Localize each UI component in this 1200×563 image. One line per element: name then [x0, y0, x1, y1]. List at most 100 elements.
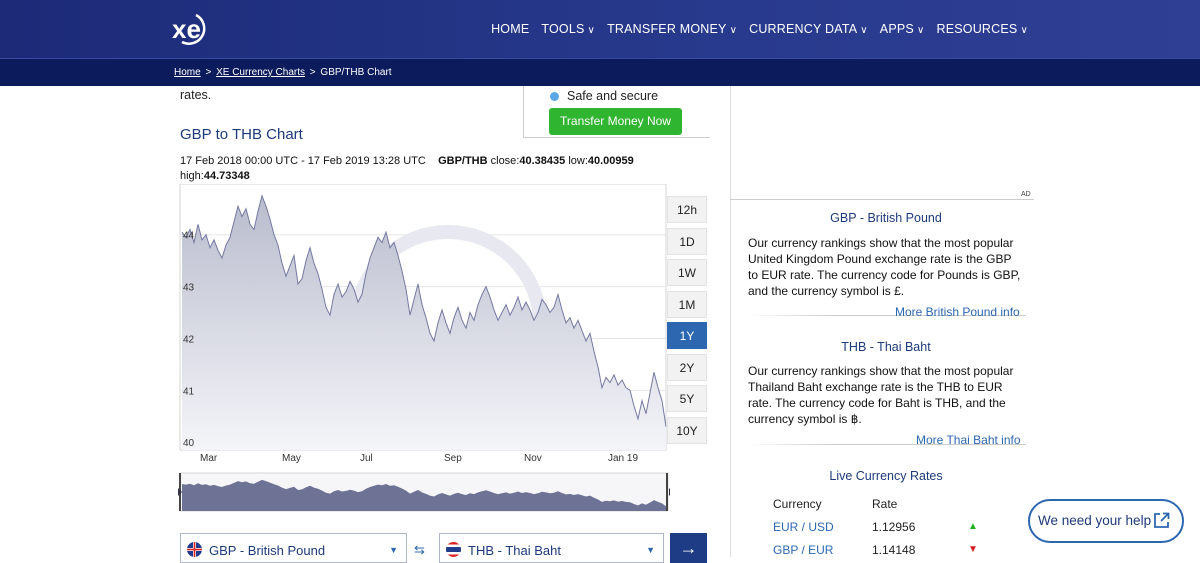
- to-currency-label: THB - Thai Baht: [468, 543, 561, 558]
- range-button-12h[interactable]: 12h: [667, 196, 707, 223]
- x-tick-label: May: [282, 453, 301, 464]
- nav-item-label: CURRENCY DATA: [749, 22, 858, 36]
- range-button-2y[interactable]: 2Y: [667, 353, 707, 381]
- ad-divider: [730, 199, 1034, 200]
- chart-pair: GBP/THB: [438, 155, 488, 167]
- live-rates-title: Live Currency Rates: [829, 469, 943, 483]
- x-tick-label: Jan 19: [608, 453, 638, 464]
- nav-item-currency-data[interactable]: CURRENCY DATA ∨: [749, 22, 868, 36]
- x-tick-label: Sep: [444, 453, 462, 464]
- close-value: 40.38435: [519, 155, 566, 167]
- range-button-1y[interactable]: 1Y: [667, 322, 707, 349]
- more-gbp-info-link[interactable]: More British Pound info: [895, 305, 1020, 319]
- help-feedback-button[interactable]: We need your help: [1028, 499, 1184, 543]
- navigator-right-arrow-icon[interactable]: [669, 488, 670, 496]
- nav-item-transfer-money[interactable]: TRANSFER MONEY ∨: [607, 22, 737, 36]
- range-selector: 12h 1D 1W 1M 1Y 2Y 5Y 10Y: [667, 196, 707, 448]
- range-button-5y[interactable]: 5Y: [667, 385, 707, 412]
- ad-label: AD: [1021, 191, 1031, 198]
- close-label: close:: [490, 155, 520, 167]
- nav-item-resources[interactable]: RESOURCES ∨: [936, 22, 1028, 36]
- intro-text-fragment: rates.: [180, 88, 212, 102]
- nav-item-label: TOOLS: [541, 22, 585, 36]
- high-label: high:: [180, 170, 204, 182]
- main-nav: HOME TOOLS ∨ TRANSFER MONEY ∨ CURRENCY DATA ∨ A…: [491, 22, 1028, 36]
- rate-value: 1.14148: [872, 543, 916, 557]
- nav-item-label: APPS: [879, 22, 914, 36]
- section-divider: [746, 444, 1026, 445]
- high-value: 44.73348: [203, 170, 250, 182]
- breadcrumb-separator: >: [205, 67, 212, 78]
- navigator-area: [182, 479, 666, 511]
- from-currency-label: GBP - British Pound: [209, 543, 326, 558]
- more-thb-info-link[interactable]: More Thai Baht info: [916, 433, 1021, 447]
- gbp-section-title: GBP - British Pound: [830, 211, 942, 225]
- nav-item-apps[interactable]: APPS ∨: [880, 22, 925, 36]
- breadcrumb-home-link[interactable]: Home: [174, 67, 201, 78]
- section-divider: [746, 315, 1026, 316]
- range-button-10y[interactable]: 10Y: [667, 416, 707, 444]
- gbp-section-text: Our currency rankings show that the most…: [748, 236, 1021, 298]
- breadcrumb-bar: Home > XE Currency Charts > GBP/THB Char…: [0, 58, 1200, 86]
- external-link-icon: [1154, 512, 1170, 528]
- x-tick-label: Mar: [200, 453, 218, 464]
- chevron-down-icon: ∨: [1020, 25, 1028, 36]
- range-button-1m[interactable]: 1M: [667, 290, 707, 318]
- chevron-down-icon: ∨: [587, 25, 596, 36]
- chevron-down-icon: ∨: [729, 25, 738, 36]
- xe-logo[interactable]: xe: [172, 12, 214, 46]
- sidebar-divider: [730, 86, 731, 557]
- uk-flag-icon: [187, 542, 202, 557]
- y-tick-label: 43: [183, 283, 195, 294]
- trend-up-icon: ▲: [968, 521, 978, 532]
- transfer-money-button[interactable]: Transfer Money Now: [549, 108, 682, 135]
- x-tick-label: Jul: [360, 453, 373, 464]
- y-tick-label: 40: [183, 438, 195, 449]
- breadcrumb-current: GBP/THB Chart: [320, 67, 392, 78]
- rate-column-header: Rate: [872, 497, 898, 511]
- range-button-1w[interactable]: 1W: [667, 259, 707, 286]
- chevron-down-icon: ∨: [916, 25, 925, 36]
- chart-meta: 17 Feb 2018 00:00 UTC - 17 Feb 2019 13:2…: [180, 154, 650, 184]
- chevron-down-icon: ▼: [646, 545, 655, 555]
- to-currency-select[interactable]: THB - Thai Baht ▼: [439, 533, 664, 563]
- nav-item-home[interactable]: HOME: [491, 22, 529, 36]
- rate-pair-link[interactable]: EUR / USD: [773, 520, 834, 534]
- breadcrumb-charts-link[interactable]: XE Currency Charts: [216, 67, 306, 78]
- y-tick-label: 44: [183, 231, 195, 242]
- y-axis-ticks: 44 43 42 41 40: [183, 231, 195, 450]
- rate-pair-link[interactable]: GBP / EUR: [773, 543, 834, 557]
- rate-value: 1.12956: [872, 520, 916, 534]
- svg-text:xe: xe: [172, 14, 201, 44]
- chart-date-range: 17 Feb 2018 00:00 UTC - 17 Feb 2019 13:2…: [180, 155, 426, 167]
- nav-item-label: TRANSFER MONEY: [607, 22, 727, 36]
- x-tick-label: Nov: [524, 453, 542, 464]
- chart-title: GBP to THB Chart: [180, 126, 303, 143]
- range-button-1d[interactable]: 1D: [667, 227, 707, 255]
- low-value: 40.00959: [587, 155, 634, 167]
- nav-item-label: RESOURCES: [936, 22, 1018, 36]
- low-label: low:: [568, 155, 588, 167]
- site-header: xe HOME TOOLS ∨ TRANSFER MONEY ∨ CURRENCY DAT…: [0, 0, 1200, 58]
- swap-currencies-icon[interactable]: ⇆: [414, 542, 425, 557]
- nav-item-label: HOME: [491, 22, 530, 36]
- y-tick-label: 41: [183, 386, 195, 397]
- breadcrumb: Home > XE Currency Charts > GBP/THB Char…: [174, 67, 392, 78]
- promo-bullet-text: Safe and secure: [567, 89, 659, 103]
- help-button-label: We need your help: [1038, 513, 1152, 528]
- rate-chart[interactable]: 44 43 42 41 40 Mar May Jul Sep Nov Jan 19: [178, 184, 670, 514]
- nav-item-tools[interactable]: TOOLS ∨: [541, 22, 595, 36]
- thb-section-title: THB - Thai Baht: [841, 340, 931, 354]
- currency-column-header: Currency: [773, 497, 822, 511]
- chart-line: [181, 194, 667, 427]
- trend-down-icon: ▼: [968, 544, 978, 555]
- navigator-left-arrow-icon[interactable]: [178, 488, 182, 496]
- thb-section-text: Our currency rankings show that the most…: [748, 364, 1014, 426]
- y-tick-label: 42: [183, 334, 195, 345]
- thailand-flag-icon: [446, 542, 461, 557]
- x-axis-ticks: Mar May Jul Sep Nov Jan 19: [200, 453, 638, 464]
- from-currency-select[interactable]: GBP - British Pound ▼: [180, 533, 407, 563]
- transfer-promo-box: Safe and secure: [523, 86, 710, 138]
- go-button[interactable]: →: [670, 533, 707, 563]
- chart-area: [182, 195, 666, 450]
